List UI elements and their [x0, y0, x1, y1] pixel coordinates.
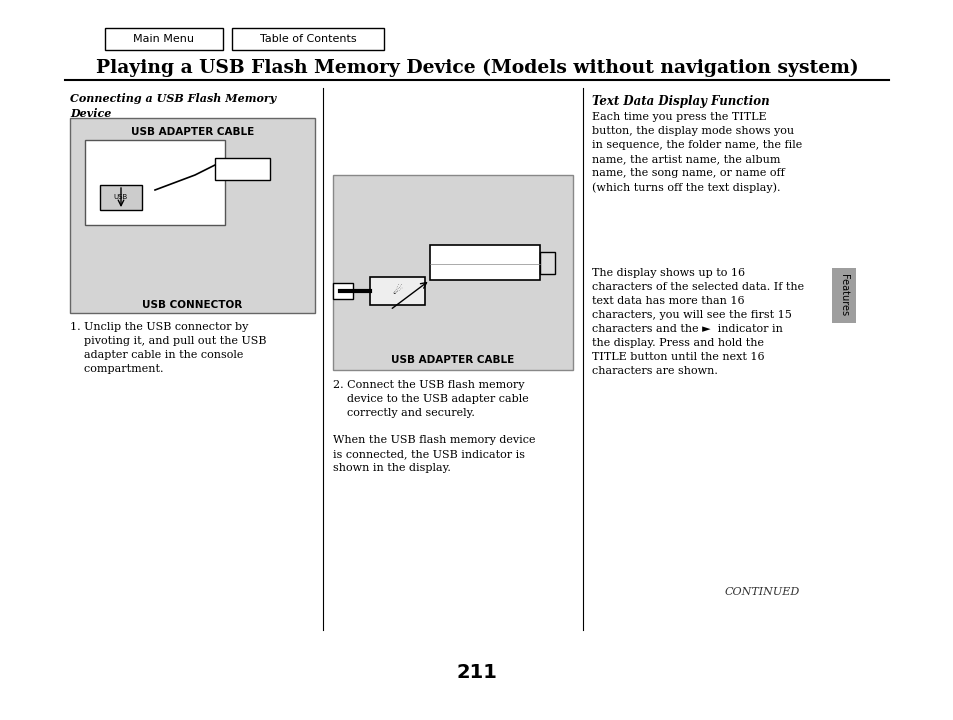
Text: The display shows up to 16
characters of the selected data. If the
text data has: The display shows up to 16 characters of… [592, 268, 803, 376]
Text: ☄: ☄ [392, 286, 401, 296]
Text: Playing a USB Flash Memory Device (Models without navigation system): Playing a USB Flash Memory Device (Model… [95, 59, 858, 77]
Text: USB ADAPTER CABLE: USB ADAPTER CABLE [131, 127, 253, 137]
Bar [430, 245, 539, 280]
Bar [100, 185, 142, 210]
Text: Text Data Display Function: Text Data Display Function [592, 95, 769, 108]
Text: Connecting a USB Flash Memory
Device: Connecting a USB Flash Memory Device [70, 93, 276, 119]
Text: When the USB flash memory device
is connected, the USB indicator is
shown in the: When the USB flash memory device is conn… [333, 435, 535, 473]
Bar [333, 283, 353, 299]
Text: USB CONNECTOR: USB CONNECTOR [142, 300, 242, 310]
Text: 1. Unclip the USB connector by
    pivoting it, and pull out the USB
    adapter: 1. Unclip the USB connector by pivoting … [70, 322, 266, 374]
Text: 2. Connect the USB flash memory
    device to the USB adapter cable
    correctl: 2. Connect the USB flash memory device t… [333, 380, 528, 418]
Bar [105, 28, 223, 50]
Text: Each time you press the TITLE
button, the display mode shows you
in sequence, th: Each time you press the TITLE button, th… [592, 112, 801, 193]
Text: Main Menu: Main Menu [133, 34, 194, 44]
Text: USB: USB [113, 194, 128, 200]
Bar [539, 252, 555, 274]
Bar [831, 268, 855, 323]
Text: Features: Features [838, 274, 848, 317]
Bar [85, 140, 225, 225]
Text: 211: 211 [456, 662, 497, 682]
Bar [232, 28, 384, 50]
Text: USB ADAPTER CABLE: USB ADAPTER CABLE [391, 355, 514, 365]
Text: CONTINUED: CONTINUED [724, 587, 800, 597]
Bar [214, 158, 270, 180]
Bar [370, 277, 424, 305]
Text: Table of Contents: Table of Contents [259, 34, 355, 44]
Bar [333, 175, 573, 370]
Bar [70, 118, 314, 313]
